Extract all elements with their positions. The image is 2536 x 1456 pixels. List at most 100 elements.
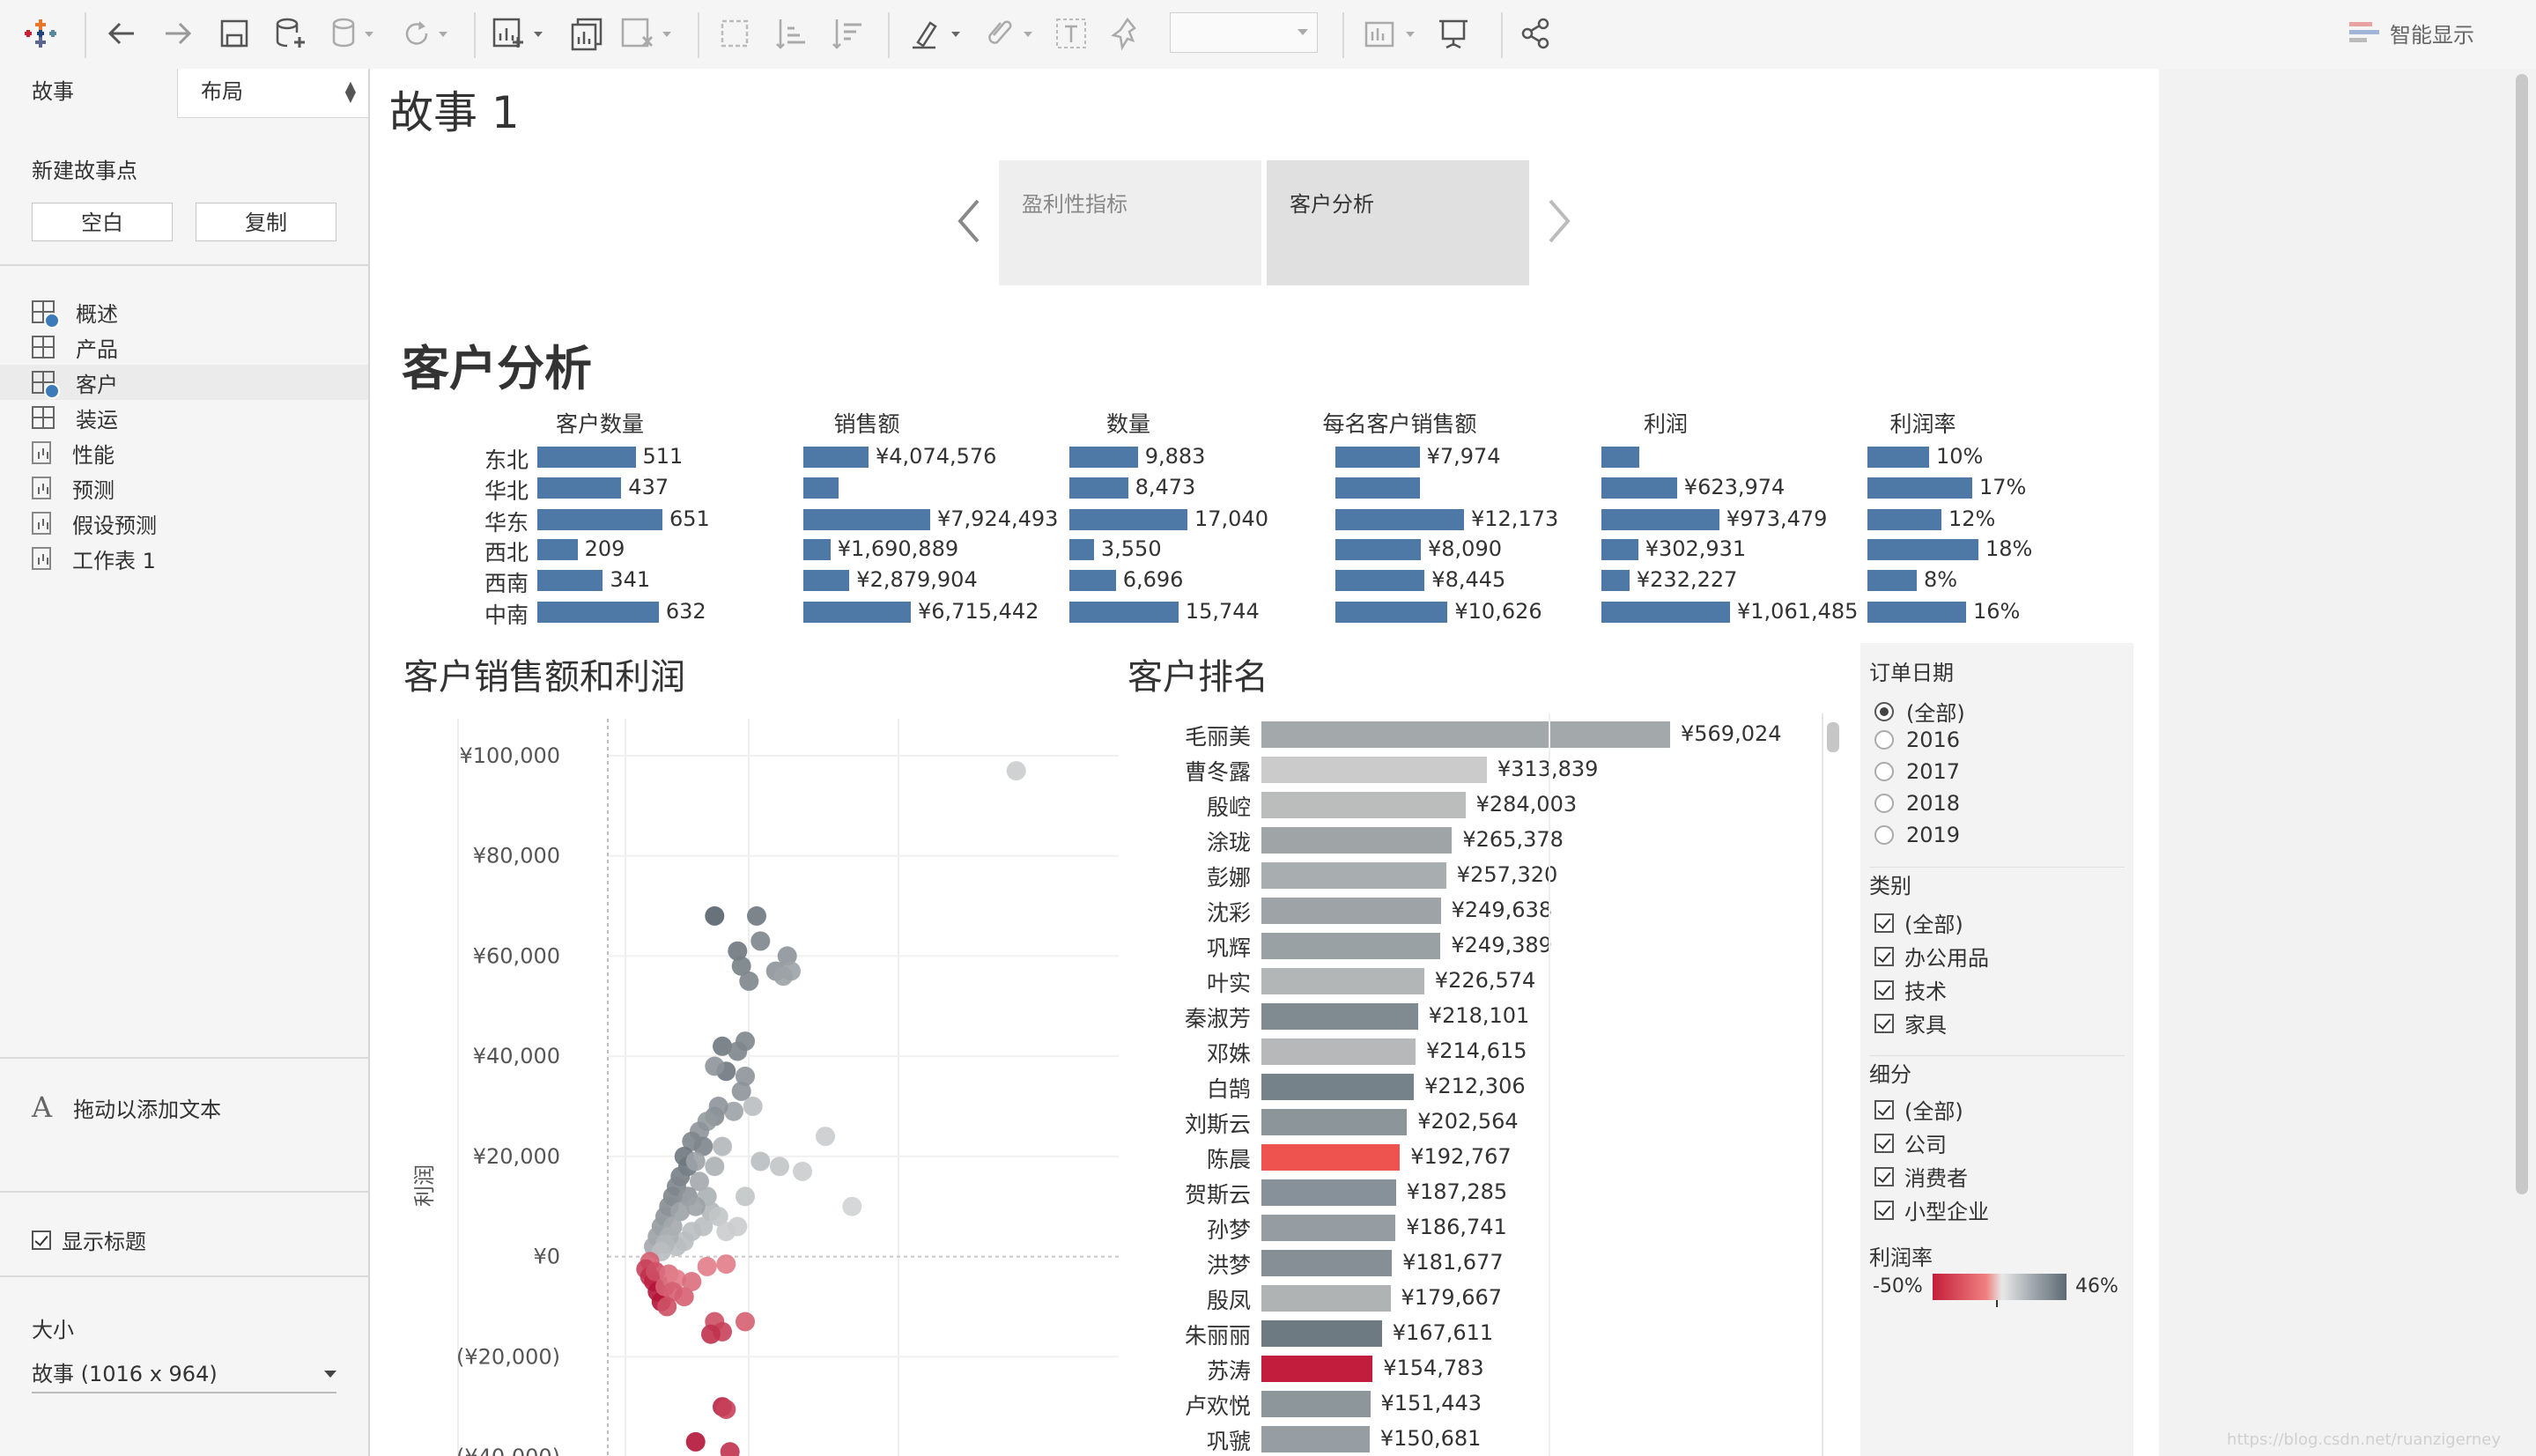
- show-me-button[interactable]: 智能显示: [2349, 18, 2474, 48]
- undo-icon[interactable]: [104, 14, 139, 53]
- sheet-item[interactable]: 预测: [32, 470, 115, 506]
- kpi-bar[interactable]: [1335, 602, 1448, 623]
- rank-bar[interactable]: [1261, 898, 1441, 924]
- rank-bar[interactable]: [1261, 1426, 1370, 1452]
- story-point-customer-analysis[interactable]: 客户分析: [1267, 160, 1529, 285]
- rank-bar[interactable]: [1261, 1109, 1408, 1135]
- date-option[interactable]: 2017: [1874, 759, 1960, 784]
- group-members-icon[interactable]: [981, 14, 1038, 53]
- rank-bar[interactable]: [1261, 757, 1487, 783]
- blank-button[interactable]: 空白: [32, 203, 173, 241]
- category-option[interactable]: 技术: [1874, 974, 1947, 1005]
- rank-bar[interactable]: [1261, 721, 1670, 748]
- fix-axes-icon[interactable]: [1110, 14, 1145, 53]
- kpi-bar[interactable]: [1601, 477, 1677, 499]
- rank-bar[interactable]: [1261, 1003, 1418, 1030]
- sales-profit-scatter-chart[interactable]: ¥100,000 ¥80,000 ¥60,000 ¥40,000 ¥20,000 ¥0 (¥…: [405, 710, 1128, 1456]
- refresh-icon[interactable]: [396, 14, 449, 53]
- kpi-bar[interactable]: [1867, 447, 1929, 468]
- kpi-bar[interactable]: [803, 509, 930, 530]
- kpi-bar[interactable]: [1867, 602, 1966, 623]
- new-datasource-icon[interactable]: [273, 14, 308, 53]
- kpi-bar[interactable]: [803, 477, 839, 499]
- rank-bar[interactable]: [1261, 1038, 1416, 1065]
- vertical-scrollbar[interactable]: [2516, 74, 2528, 1194]
- kpi-bar[interactable]: [537, 539, 578, 560]
- category-option[interactable]: (全部): [1874, 907, 1963, 938]
- rank-bar[interactable]: [1261, 933, 1441, 959]
- new-worksheet-icon[interactable]: [492, 14, 548, 53]
- kpi-bar[interactable]: [1601, 570, 1630, 591]
- next-point-button[interactable]: [1547, 197, 1573, 245]
- show-mark-labels-icon[interactable]: [1054, 14, 1089, 53]
- duplicate-button[interactable]: 复制: [196, 203, 336, 241]
- kpi-bar[interactable]: [1335, 539, 1421, 560]
- drag-text-item[interactable]: A 拖动以添加文本: [32, 1090, 221, 1124]
- kpi-bar[interactable]: [1069, 539, 1094, 560]
- rank-bar[interactable]: [1261, 1250, 1393, 1276]
- presentation-mode-icon[interactable]: [1436, 14, 1471, 53]
- kpi-bar[interactable]: [1601, 539, 1638, 560]
- rank-bar[interactable]: [1261, 827, 1453, 854]
- kpi-bar[interactable]: [1069, 477, 1128, 499]
- rank-scrollbar-thumb[interactable]: [1827, 722, 1839, 752]
- kpi-bar[interactable]: [1335, 447, 1420, 468]
- kpi-bar[interactable]: [537, 602, 659, 623]
- kpi-bar[interactable]: [1867, 477, 1972, 499]
- rank-bar[interactable]: [1261, 1179, 1396, 1206]
- save-icon[interactable]: [218, 14, 250, 53]
- kpi-bar[interactable]: [537, 447, 636, 468]
- kpi-bar[interactable]: [1335, 509, 1464, 530]
- kpi-bar[interactable]: [1601, 509, 1719, 530]
- pause-update-icon[interactable]: [329, 14, 375, 53]
- kpi-bar[interactable]: [803, 570, 850, 591]
- sheet-item[interactable]: 产品: [32, 329, 118, 365]
- sort-ascending-icon[interactable]: [773, 14, 809, 53]
- highlight-icon[interactable]: [909, 14, 965, 53]
- date-option[interactable]: (全部): [1874, 696, 1965, 727]
- rank-bar[interactable]: [1261, 862, 1446, 889]
- swap-rows-columns-icon[interactable]: [717, 14, 752, 53]
- segment-option[interactable]: 小型企业: [1874, 1194, 1989, 1225]
- story-point-profitability[interactable]: 盈利性指标: [999, 160, 1261, 285]
- kpi-bar[interactable]: [803, 447, 869, 468]
- rank-bar[interactable]: [1261, 792, 1466, 818]
- kpi-bar[interactable]: [537, 509, 662, 530]
- sheet-item[interactable]: 假设预测: [32, 506, 157, 541]
- fit-dropdown[interactable]: [1170, 12, 1318, 53]
- kpi-bar[interactable]: [1069, 447, 1138, 468]
- rank-bar[interactable]: [1261, 1391, 1371, 1417]
- kpi-bar[interactable]: [1867, 509, 1941, 530]
- sheet-item[interactable]: 客户: [0, 365, 368, 400]
- tableau-logo-icon[interactable]: [25, 14, 56, 53]
- show-me-cards-icon[interactable]: [1364, 14, 1420, 53]
- kpi-bar[interactable]: [803, 539, 831, 560]
- kpi-bar[interactable]: [1069, 602, 1179, 623]
- kpi-bar[interactable]: [1069, 509, 1187, 530]
- sort-descending-icon[interactable]: [830, 14, 865, 53]
- share-icon[interactable]: [1519, 14, 1554, 53]
- rank-bar[interactable]: [1261, 1144, 1401, 1171]
- prev-point-button[interactable]: [955, 197, 981, 245]
- kpi-bar[interactable]: [537, 477, 622, 499]
- sheet-item[interactable]: 概述: [32, 294, 118, 329]
- segment-option[interactable]: (全部): [1874, 1094, 1963, 1125]
- category-option[interactable]: 办公用品: [1874, 941, 1989, 972]
- segment-option[interactable]: 消费者: [1874, 1161, 1968, 1192]
- sheet-item[interactable]: 装运: [32, 400, 118, 435]
- date-option[interactable]: 2019: [1874, 823, 1960, 847]
- tab-layout[interactable]: 布局 ▲ ▼: [178, 69, 368, 118]
- kpi-bar[interactable]: [1867, 570, 1917, 591]
- kpi-bar[interactable]: [537, 570, 603, 591]
- date-option[interactable]: 2016: [1874, 728, 1960, 752]
- show-title-checkbox[interactable]: 显示标题: [32, 1224, 146, 1255]
- kpi-bar[interactable]: [1867, 539, 1978, 560]
- category-option[interactable]: 家具: [1874, 1008, 1947, 1038]
- sheet-item[interactable]: 工作表 1: [32, 541, 156, 576]
- kpi-bar[interactable]: [1069, 570, 1116, 591]
- redo-icon[interactable]: [160, 14, 196, 53]
- rank-bar[interactable]: [1261, 1215, 1396, 1241]
- kpi-bar[interactable]: [803, 602, 911, 623]
- segment-option[interactable]: 公司: [1874, 1127, 1947, 1158]
- rank-bar[interactable]: [1261, 1285, 1391, 1312]
